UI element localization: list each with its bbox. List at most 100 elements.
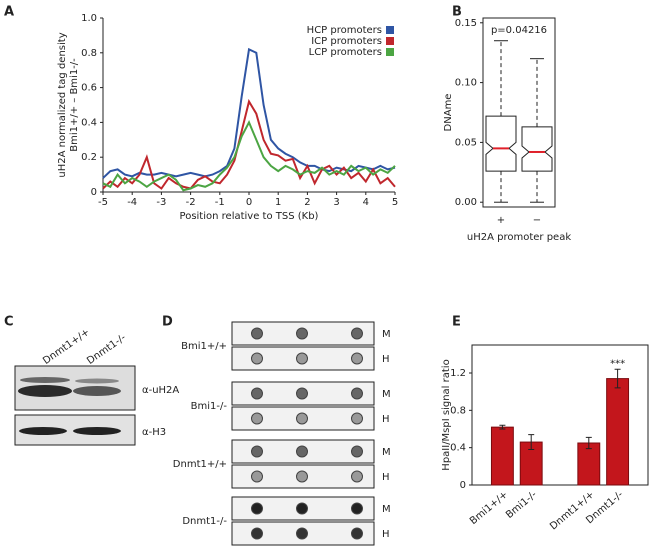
lane-label: H [382, 529, 390, 540]
y-tick-label: 1.0 [81, 13, 97, 24]
legend-swatch [386, 37, 394, 45]
dot [251, 502, 263, 515]
dot [351, 445, 363, 458]
band [73, 386, 121, 396]
panel-label: B [452, 5, 462, 20]
band [20, 377, 70, 383]
y-tick-label: 0.2 [81, 152, 97, 163]
x-tick-label: -5 [98, 197, 108, 208]
dot [251, 470, 263, 483]
y-axis-label: DNAme [443, 94, 454, 132]
y-tick-label: 0.15 [455, 18, 477, 29]
y-tick-label: 0.6 [81, 83, 97, 94]
x-tick-label: 4 [363, 197, 369, 208]
box [521, 126, 553, 172]
annotation: p=0.04216 [491, 25, 547, 36]
antibody-label: α-uH2A [142, 385, 179, 396]
bar [490, 426, 514, 486]
dot [351, 502, 363, 515]
dot [296, 387, 308, 400]
x-axis-label: Position relative to TSS (Kb) [180, 211, 319, 222]
x-tick-label: -4 [127, 197, 137, 208]
x-tick-label: Dnmt1+/+ [548, 489, 597, 532]
x-tick-label: 5 [392, 197, 398, 208]
bar [577, 442, 601, 486]
box [485, 115, 517, 172]
dot-blot: M H Bmi1+/+ M H Bmi1-/- M H Dnmt1+/+ M H Dnmt1-/- [173, 321, 391, 546]
x-tick-label: -2 [186, 197, 196, 208]
panel-label: C [4, 315, 14, 330]
y-tick-label: 0.8 [81, 48, 97, 59]
lane-label: Dnmt1+/+ [41, 327, 92, 367]
y-tick-label: 0.10 [455, 78, 477, 89]
dot [251, 387, 263, 400]
legend-swatch [386, 26, 394, 34]
panel-label: E [452, 315, 461, 330]
lane-label: H [382, 472, 390, 483]
y-tick-label: 0 [460, 480, 466, 491]
legend-label: LCP promoters [309, 47, 382, 58]
panel-label: D [162, 315, 173, 330]
legend-swatch [386, 48, 394, 56]
x-tick-label: 2 [304, 197, 310, 208]
frame [482, 17, 556, 208]
sample-label: Bmi1+/+ [181, 341, 227, 352]
dot [351, 527, 363, 540]
annotation: *** [610, 358, 625, 369]
x-tick-label: -1 [215, 197, 225, 208]
y-tick-label: 1.2 [450, 368, 466, 379]
x-tick-label: 0 [246, 197, 252, 208]
y-axis-label: Bmi1+/+ – Bmi1-/- [69, 58, 80, 152]
x-tick-label: 1 [275, 197, 281, 208]
x-axis-label: uH2A promoter peak [467, 232, 571, 243]
legend-label: ICP promoters [311, 36, 382, 47]
lane-label: M [382, 447, 391, 458]
sample-label: Dnmt1+/+ [173, 459, 227, 470]
lane-label: Dnmt1-/- [85, 332, 128, 367]
y-tick-label: 0.4 [450, 443, 466, 454]
x-tick-label: − [533, 215, 541, 226]
lane-label: M [382, 329, 391, 340]
dot [251, 412, 263, 425]
dot [251, 445, 263, 458]
lane-label: M [382, 504, 391, 515]
y-tick-label: 0.05 [455, 137, 477, 148]
frame [471, 344, 649, 486]
dot [351, 352, 363, 365]
sample-label: Dnmt1-/- [182, 516, 227, 527]
x-tick-label: + [497, 215, 505, 226]
bar [606, 378, 630, 486]
lane-label: H [382, 414, 390, 425]
y-tick-label: 0.4 [81, 117, 97, 128]
band [75, 378, 119, 384]
dot [351, 387, 363, 400]
legend-label: HCP promoters [307, 25, 382, 36]
dot [351, 412, 363, 425]
dot [251, 327, 263, 340]
y-axis-label: HpaII/MspI signal ratio [441, 359, 452, 470]
y-tick-label: 0.8 [450, 405, 466, 416]
dot [296, 527, 308, 540]
y-axis-label: uH2A normalized tag density [57, 32, 68, 177]
error-bar [614, 368, 621, 389]
panel-label: A [4, 5, 14, 20]
dot [251, 527, 263, 540]
band [18, 385, 72, 397]
sample-label: Bmi1-/- [191, 401, 228, 412]
y-tick-label: 0.00 [455, 197, 477, 208]
dot [351, 470, 363, 483]
x-tick-label: -3 [156, 197, 166, 208]
band [73, 427, 121, 435]
lane-label: M [382, 389, 391, 400]
dot [251, 352, 263, 365]
error-bar [585, 436, 592, 450]
dot [296, 445, 308, 458]
dot [296, 412, 308, 425]
dot [296, 327, 308, 340]
antibody-label: α-H3 [142, 427, 166, 438]
x-tick-label: Bmi1+/+ [468, 489, 510, 527]
x-tick-label: 3 [333, 197, 339, 208]
dot [296, 470, 308, 483]
lane-label: H [382, 354, 390, 365]
